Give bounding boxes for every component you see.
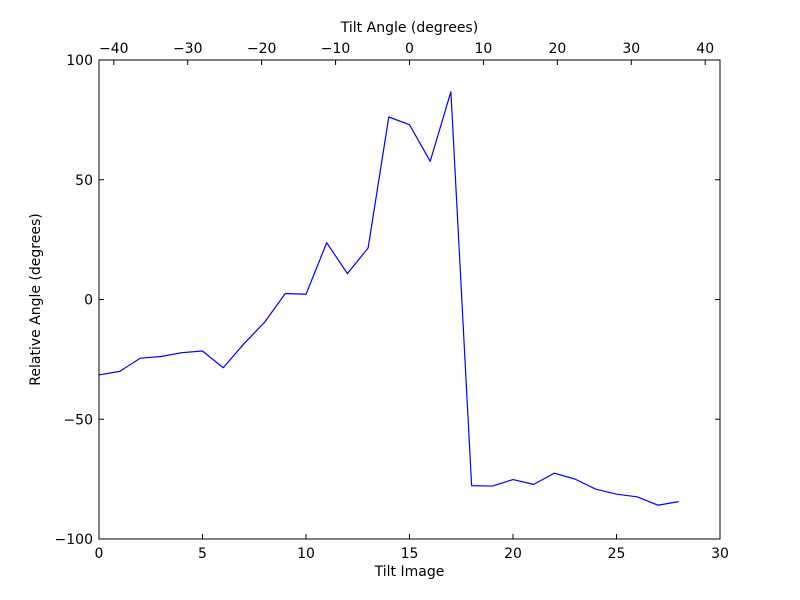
y-axis-title: Relative Angle (degrees) <box>28 213 44 385</box>
x2-tick-label: 20 <box>548 41 566 57</box>
x2-tick-label: 10 <box>475 41 493 57</box>
x2-tick-label: 0 <box>405 41 414 57</box>
y-tick-label: −100 <box>55 532 93 548</box>
plot-frame <box>98 59 721 540</box>
x-tick-label: 20 <box>504 546 522 562</box>
x-tick-label: 10 <box>297 546 315 562</box>
x2-tick-label: −20 <box>247 41 277 57</box>
y-tick-label: 0 <box>84 293 93 309</box>
x2-tick-label: 40 <box>696 41 714 57</box>
series-layer <box>98 91 679 506</box>
x2-tick-label: 30 <box>622 41 640 57</box>
x-tick-label: 30 <box>711 546 729 562</box>
series-line-0 <box>98 91 679 506</box>
x-axis-title: Tilt Image <box>374 564 445 580</box>
x-tick-label: 5 <box>198 546 207 562</box>
x-tick-label: 15 <box>401 546 419 562</box>
plot-background <box>99 60 720 539</box>
x-tick-label: 0 <box>95 546 104 562</box>
x2-tick-label: −10 <box>321 41 351 57</box>
x2-tick-label: −30 <box>173 41 203 57</box>
y-tick-label: 50 <box>75 173 93 189</box>
x2-tick-label: −40 <box>99 41 129 57</box>
x2-axis-title: Tilt Angle (degrees) <box>340 20 478 36</box>
y-tick-label: 100 <box>66 53 93 69</box>
y-tick-label: −50 <box>63 412 93 428</box>
x-tick-label: 25 <box>608 546 626 562</box>
